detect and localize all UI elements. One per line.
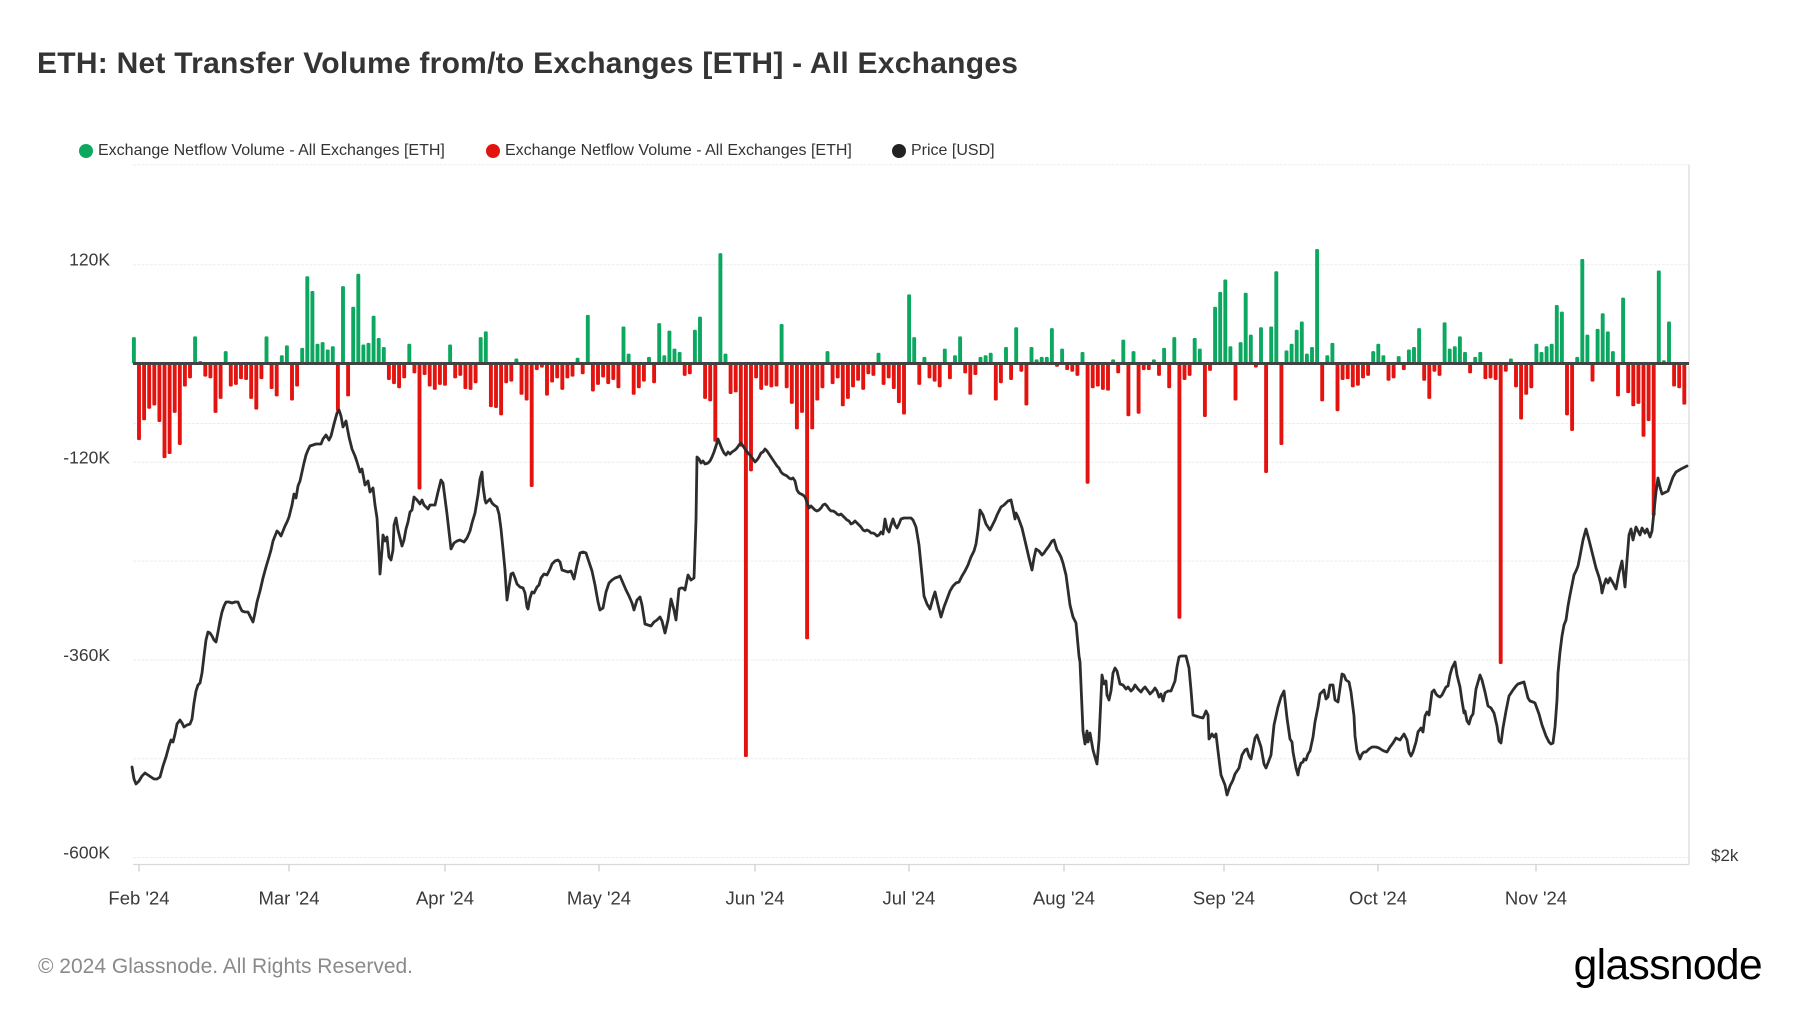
- svg-text:May '24: May '24: [567, 888, 631, 909]
- svg-text:Jun '24: Jun '24: [725, 888, 784, 909]
- svg-text:Apr '24: Apr '24: [416, 888, 474, 909]
- svg-text:-120K: -120K: [63, 447, 110, 467]
- svg-text:-600K: -600K: [63, 843, 110, 863]
- svg-text:Oct '24: Oct '24: [1349, 888, 1407, 909]
- svg-text:-360K: -360K: [63, 645, 110, 665]
- svg-text:Sep '24: Sep '24: [1193, 888, 1255, 909]
- svg-text:$2k: $2k: [1711, 846, 1739, 865]
- svg-text:Jul '24: Jul '24: [883, 888, 936, 909]
- svg-text:Feb '24: Feb '24: [108, 888, 169, 909]
- svg-text:120K: 120K: [69, 250, 110, 270]
- svg-text:Mar '24: Mar '24: [258, 888, 319, 909]
- svg-text:Nov '24: Nov '24: [1505, 888, 1567, 909]
- svg-text:Aug '24: Aug '24: [1033, 888, 1095, 909]
